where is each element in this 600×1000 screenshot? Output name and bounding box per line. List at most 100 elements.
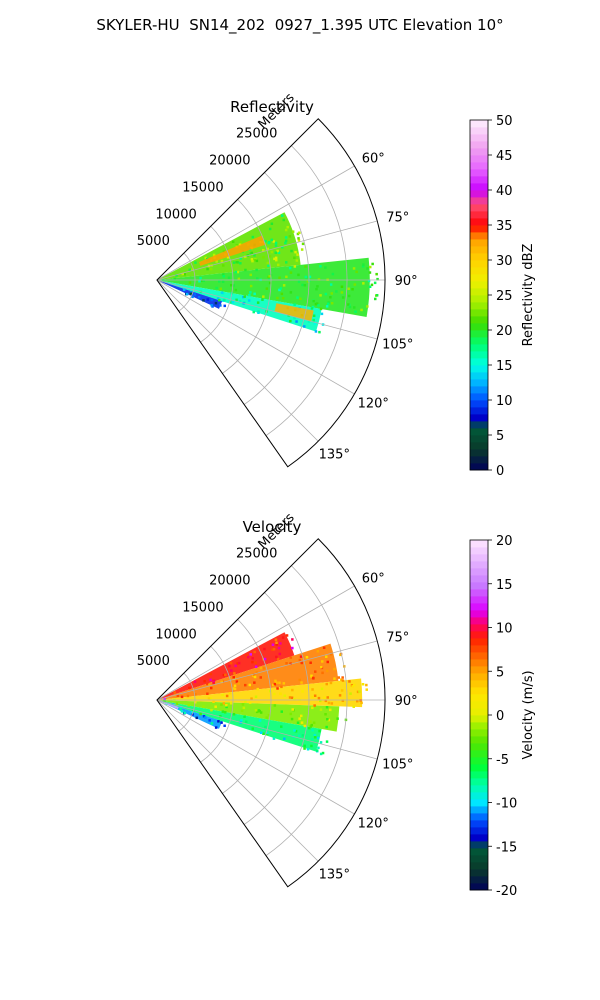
colorbar-swatch (470, 148, 488, 156)
azimuth-tick-label: 135° (319, 447, 350, 462)
echo-speckle (326, 660, 329, 664)
azimuth-spoke (156, 640, 378, 701)
echo-speckle (362, 282, 365, 285)
echo-speckle (233, 672, 236, 675)
colorbar-swatch (470, 582, 488, 590)
echo-speckle (319, 708, 323, 711)
echo-speckle (261, 298, 264, 301)
echo-speckle (163, 697, 166, 701)
colorbar: 0 5 10 15 20 25 30 35 40 45 50 Reflectivity dBZ (469, 114, 536, 479)
echo-speckle (348, 305, 352, 309)
range-ring (265, 145, 348, 436)
echo-speckle (251, 660, 254, 664)
echo-speckle (280, 725, 283, 728)
echo-speckle (295, 259, 299, 262)
echo-speckle (194, 693, 197, 696)
echo-speckle (244, 683, 247, 687)
echo-speckle (175, 274, 178, 277)
echo-speckle (226, 256, 230, 259)
echo-speckle (224, 711, 227, 714)
echo-speckle (282, 218, 285, 222)
echo-speckle (366, 267, 369, 270)
echo-speckle (339, 653, 342, 657)
echo-speckle (259, 666, 263, 670)
echo-speckle (293, 316, 296, 320)
colorbar-swatch (470, 596, 488, 604)
echo-speckle (262, 732, 265, 735)
echo-speckle (250, 686, 254, 689)
colorbar-swatch (470, 421, 488, 429)
echo-speckle (285, 634, 289, 637)
echo-speckle (254, 695, 258, 698)
echo-speckle (321, 751, 325, 755)
echo-speckle (267, 241, 270, 245)
echo-speckle (298, 717, 301, 720)
azimuth-spoke (156, 585, 355, 701)
echo-speckle (306, 748, 310, 751)
colorbar-swatch (470, 218, 488, 226)
colorbar-swatch (470, 414, 488, 422)
echo-speckle (210, 298, 214, 302)
echo-speckle (274, 251, 277, 254)
echo-speckle (254, 665, 258, 668)
echo-speckle (217, 720, 220, 723)
echo-speckle (340, 285, 344, 288)
colorbar-swatch (470, 792, 488, 800)
range-tick-label: 20000 (209, 574, 250, 589)
echo-speckle (333, 677, 336, 680)
echo-hot-spot (198, 235, 266, 266)
range-tick-label: 10000 (155, 207, 196, 222)
colorbar-swatch (470, 225, 488, 233)
echo-speckle (289, 291, 293, 294)
echo-speckle (197, 296, 201, 299)
echo-speckle (375, 294, 379, 297)
colorbar-swatch (470, 869, 488, 877)
echo-speckle (210, 686, 213, 690)
echo-speckle (362, 263, 365, 266)
range-ring (222, 619, 272, 794)
echo-speckle (262, 728, 265, 731)
echo-speckle (316, 650, 320, 653)
colorbar-swatch (470, 330, 488, 338)
colorbar-swatch (470, 652, 488, 660)
echo-speckle (228, 664, 231, 668)
colorbar-swatch (470, 757, 488, 765)
echo-speckle (330, 302, 334, 305)
echo-speckle (265, 287, 269, 290)
colorbar-tick-label: 0 (496, 709, 504, 724)
echo-speckle (361, 683, 365, 686)
echo-speckle (224, 673, 227, 677)
echo-speckle (188, 281, 192, 284)
echo-speckle (265, 716, 268, 719)
echo-speckle (190, 711, 194, 714)
echo-speckle (315, 287, 318, 291)
echo-speckle (262, 255, 265, 259)
colorbar-swatch (470, 155, 488, 163)
echo-speckle (356, 690, 360, 694)
echo-speckle (209, 697, 213, 700)
echo-speckle (288, 235, 292, 238)
echo-speckle (351, 288, 354, 291)
colorbar-swatch (470, 134, 488, 142)
echo-speckle (329, 652, 333, 656)
figure-title: SKYLER-HU SN14_202 0927_1.395 UTC Elevat… (96, 16, 504, 34)
colorbar-swatch (470, 820, 488, 828)
azimuth-spoke (156, 279, 355, 395)
colorbar-swatch (470, 162, 488, 170)
echo-speckle (236, 270, 240, 274)
echo-speckle (268, 227, 272, 231)
echo-speckle (163, 700, 166, 703)
echo-speckle (263, 657, 267, 661)
echo-speckle (327, 301, 330, 304)
echo-speckle (305, 656, 309, 659)
echo-speckle (189, 292, 193, 295)
azimuth-spoke (156, 279, 378, 340)
echo-speckle (360, 308, 363, 312)
range-ring (200, 225, 234, 343)
echo-speckle (297, 239, 301, 242)
colorbar-tick-label: 30 (496, 254, 513, 269)
echo-speckle (222, 673, 226, 677)
colorbar-swatch (470, 274, 488, 282)
echo-speckle (218, 280, 221, 283)
echo-speckle (289, 656, 293, 659)
